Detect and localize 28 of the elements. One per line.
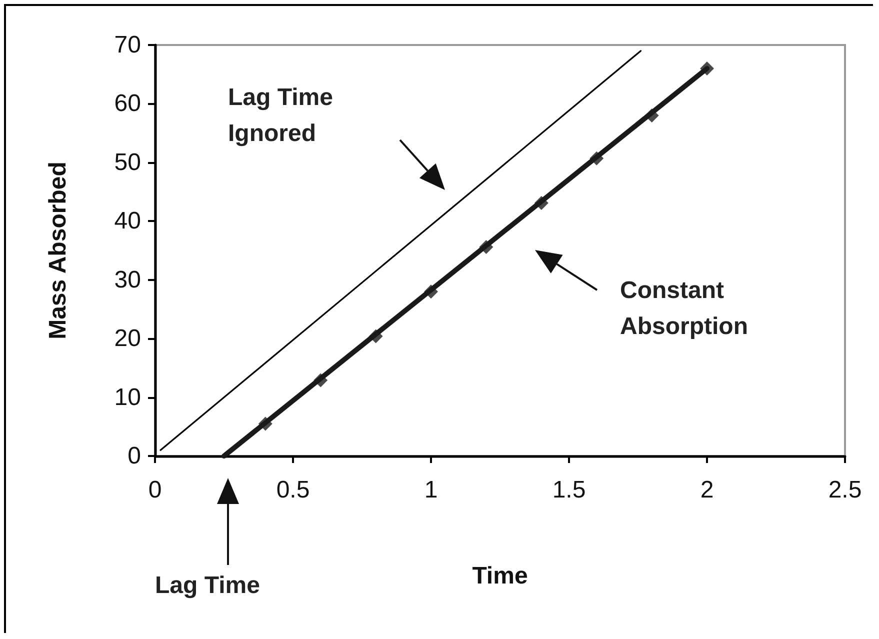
y-axis-title: Mass Absorbed <box>44 162 72 340</box>
point <box>700 61 714 76</box>
x-tick-label: 0 <box>148 476 162 504</box>
y-tick-label: 30 <box>114 266 141 294</box>
x-tick-label: 1 <box>424 476 438 504</box>
x-tick-label: 2.5 <box>828 476 862 504</box>
y-tick-label: 50 <box>114 148 141 176</box>
annotation: Lag Time Ignored <box>228 83 334 149</box>
point <box>479 240 494 254</box>
x-tick-label: 0.5 <box>276 476 310 504</box>
annotation: Constant Absorption <box>620 276 749 342</box>
y-tick-label: 0 <box>128 442 141 470</box>
point <box>424 284 438 299</box>
point <box>368 329 383 344</box>
x-tick-label: 2 <box>700 476 714 504</box>
x-tick-label: 1.5 <box>552 476 586 504</box>
point <box>314 373 328 388</box>
text: Lag Time <box>155 571 261 601</box>
y-tick-label: 20 <box>114 325 141 352</box>
y-tick-label: 60 <box>114 90 141 118</box>
y-tick-label: 10 <box>114 384 141 411</box>
point <box>534 196 548 210</box>
y-tick-label: 40 <box>114 208 141 235</box>
point <box>590 151 604 166</box>
point <box>258 416 272 431</box>
y-tick-label: 70 <box>114 32 141 58</box>
x-axis-title: Time <box>472 562 528 590</box>
point <box>644 108 659 122</box>
